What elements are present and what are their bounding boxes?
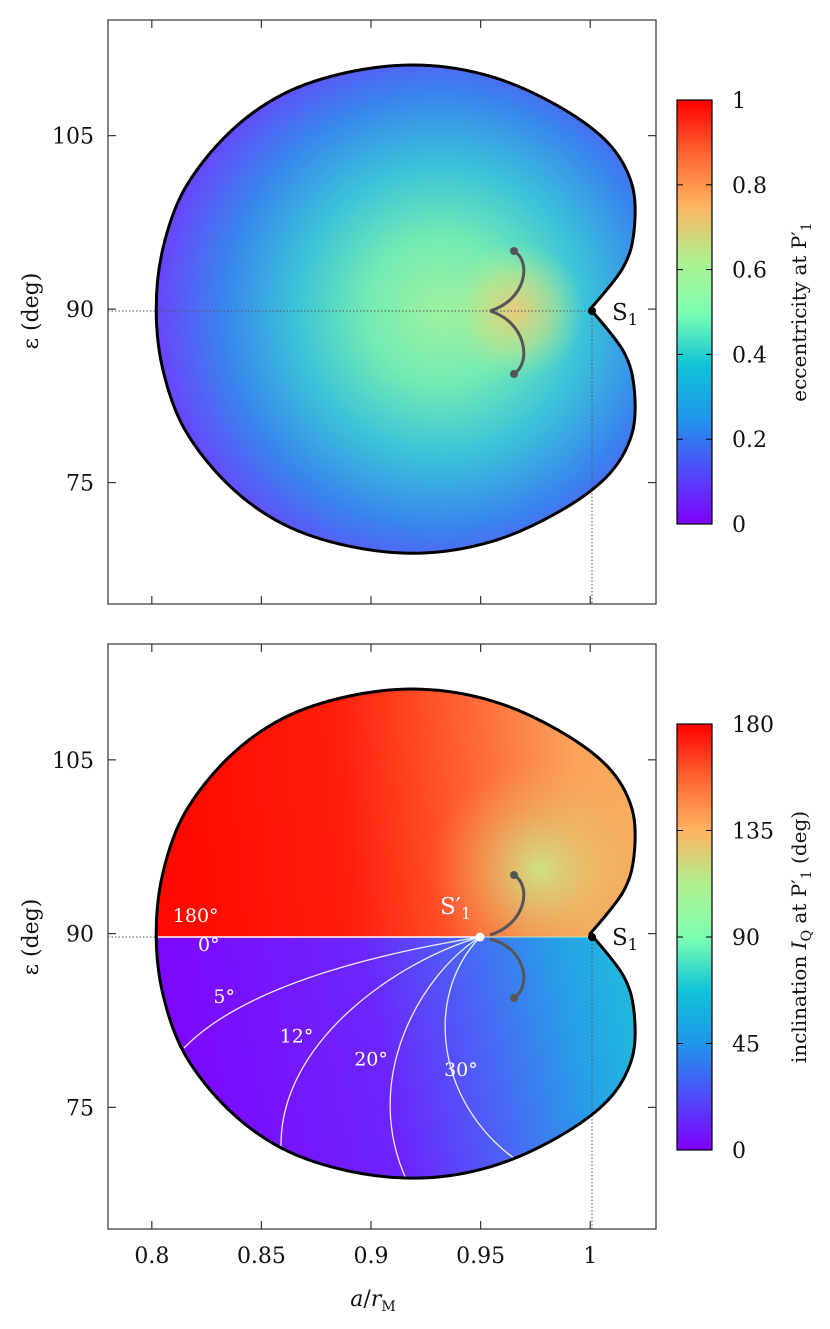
contour-label: 30° [444,1059,478,1081]
region-boundary [154,687,637,1180]
eccentricity-hot-region [156,64,636,554]
y-tick-label: 90 [66,298,94,323]
inner-curve-upper [489,873,526,937]
y-axis-ticks: 75 90 105 [52,749,656,1121]
colorbar-gradient [676,99,713,525]
colorbar-tick-label: 0.2 [732,428,767,453]
s1-point [588,933,596,941]
plot-area-frame [107,19,657,605]
contour-labels: 180° 0° 5° 12° 20° 30° [173,905,478,1081]
inner-curve-lower [489,937,526,1000]
eccentricity-panel: S1 75 90 105 ε (deg) 0 0.2 0.4 0.6 0.8 1 eccent… [19,19,815,605]
colorbar-tick-label: 1 [732,89,746,114]
colorbar-tick-label: 135 [732,820,774,845]
inclination-lower-field [156,937,636,1179]
colorbar-tick-label: 0 [732,513,746,538]
contour-label: 12° [280,1025,314,1047]
inner-curve-end-lower [510,994,518,1002]
x-tick-label: 0.9 [354,1244,389,1269]
x-axis-title: a/rM [350,1287,395,1315]
s1-label: S1 [612,925,638,954]
inner-curve-upper [489,249,526,313]
y-tick-label: 90 [66,923,94,948]
s1prime-point [475,932,485,942]
contour-5deg [183,936,481,1049]
contour-30deg [444,936,522,1164]
colorbar-tick-label: 180 [732,713,774,738]
x-tick-label: 0.85 [237,1244,286,1269]
region-boundary [154,63,637,555]
contour-label: 5° [213,986,235,1008]
contour-20deg [389,936,481,1182]
y-axis-title: ε (deg) [19,273,44,350]
y-axis-ticks: 75 90 105 [52,125,656,497]
s1-point [588,307,596,315]
colorbar-ticks: 0 45 90 135 180 [677,713,774,1164]
colorbar-tick-label: 90 [732,926,760,951]
colorbar-title: eccentricity at P′1 [787,222,815,401]
inclination-upper-hot [156,689,636,937]
x-axis-ticks [151,20,591,604]
inner-curve-end-upper [510,247,518,255]
contour-label: 20° [354,1049,388,1071]
colorbar: 0 0.2 0.4 0.6 0.8 1 eccentricity at P′1 [676,89,815,538]
colorbar-tick-label: 0 [732,1139,746,1164]
colorbar-tick-label: 45 [732,1033,760,1058]
colorbar-tick-label: 0.6 [732,259,767,284]
y-tick-label: 105 [52,125,94,150]
y-axis-title: ε (deg) [19,899,44,976]
x-axis-ticks: 0.8 0.85 0.9 0.95 1 [134,644,597,1269]
contour-lines [183,936,522,1182]
y-tick-label: 105 [52,749,94,774]
colorbar-tick-label: 0.8 [732,174,767,199]
contour-12deg [280,936,481,1147]
y-tick-label: 75 [66,472,94,497]
colorbar-ticks: 0 0.2 0.4 0.6 0.8 1 [677,89,767,538]
y-tick-label: 75 [66,1096,94,1121]
colorbar-tick-label: 0.4 [732,343,767,368]
x-tick-label: 0.95 [456,1244,505,1269]
colorbar: 0 45 90 135 180 inclination IQ at P′1 (deg) [676,713,815,1164]
s1-label: S1 [612,300,638,329]
x-tick-label: 1 [583,1244,597,1269]
contour-label: 0° [198,934,220,956]
x-tick-label: 0.8 [134,1244,169,1269]
inner-curve-end-upper [510,871,518,879]
contour-label: 180° [173,905,219,927]
colorbar-title: inclination IQ at P′1 (deg) [787,811,815,1063]
inner-curve-end-lower [510,370,518,378]
inner-curve-lower [489,309,526,376]
